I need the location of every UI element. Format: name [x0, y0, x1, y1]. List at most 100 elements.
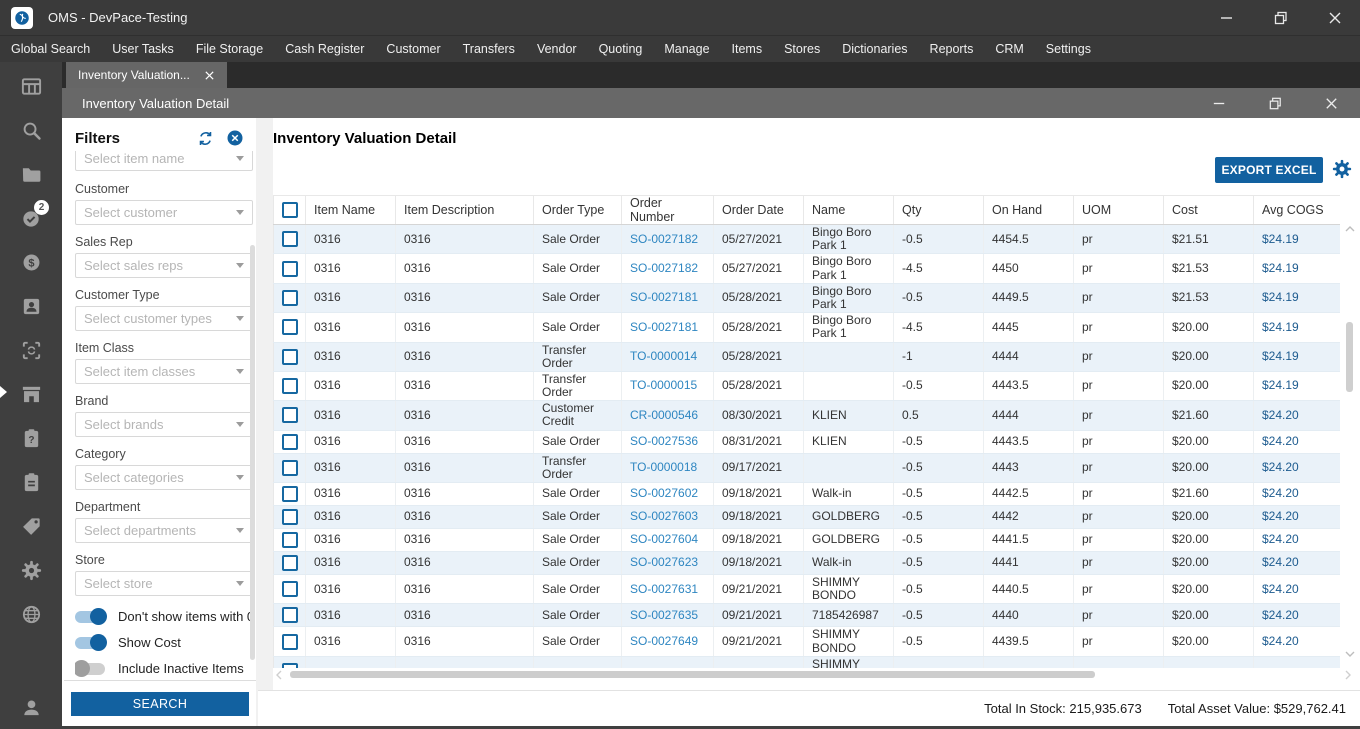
tag-icon[interactable] [9, 504, 53, 548]
dropdown-select-item-name[interactable]: Select item name [75, 151, 253, 171]
mdi-close-icon[interactable] [1322, 94, 1340, 112]
dropdown-select-store[interactable]: Select store [75, 571, 253, 596]
row-checkbox[interactable] [282, 319, 298, 335]
order-number-link[interactable]: SO-0027604 [630, 532, 698, 546]
row-checkbox[interactable] [282, 378, 298, 394]
search-icon[interactable] [9, 108, 53, 152]
order-number-link[interactable]: SO-0027649 [630, 634, 698, 648]
order-number-link[interactable]: TO-0000018 [630, 460, 697, 474]
tab-inventory-valuation[interactable]: Inventory Valuation... [66, 62, 227, 88]
menu-reports[interactable]: Reports [919, 42, 985, 56]
order-number-link[interactable]: SO-0027536 [630, 434, 698, 448]
row-checkbox[interactable] [282, 607, 298, 623]
row-checkbox[interactable] [282, 434, 298, 450]
column-header-avg-cogs[interactable]: Avg COGS [1254, 196, 1341, 225]
column-header-order-number[interactable]: Order Number [622, 196, 714, 225]
mdi-minimize-icon[interactable] [1210, 94, 1228, 112]
order-number-link[interactable]: TO-0000015 [630, 378, 697, 392]
order-number-link[interactable]: SO-0027623 [630, 555, 698, 569]
column-header-item-description[interactable]: Item Description [396, 196, 534, 225]
menu-settings[interactable]: Settings [1035, 42, 1102, 56]
close-icon[interactable] [1326, 9, 1344, 27]
menu-dictionaries[interactable]: Dictionaries [831, 42, 918, 56]
dollar-icon[interactable]: $ [9, 240, 53, 284]
order-number-link[interactable]: SO-0027603 [630, 509, 698, 523]
dropdown-select-sales-reps[interactable]: Select sales reps [75, 253, 253, 278]
dropdown-select-customer[interactable]: Select customer [75, 200, 253, 225]
scroll-right-icon[interactable] [1344, 670, 1352, 683]
dropdown-select-customer-types[interactable]: Select customer types [75, 306, 253, 331]
menu-items[interactable]: Items [721, 42, 774, 56]
menu-cash-register[interactable]: Cash Register [274, 42, 375, 56]
dropdown-select-categories[interactable]: Select categories [75, 465, 253, 490]
dashboard-icon[interactable] [9, 64, 53, 108]
menu-transfers[interactable]: Transfers [452, 42, 526, 56]
dropdown-select-brands[interactable]: Select brands [75, 412, 253, 437]
row-checkbox[interactable] [282, 349, 298, 365]
menu-file-storage[interactable]: File Storage [185, 42, 274, 56]
menu-quoting[interactable]: Quoting [588, 42, 654, 56]
mdi-restore-icon[interactable] [1266, 94, 1284, 112]
filters-scrollbar[interactable] [250, 245, 255, 660]
vertical-scrollbar[interactable] [1344, 225, 1356, 661]
menu-global-search[interactable]: Global Search [0, 42, 101, 56]
column-header-cost[interactable]: Cost [1164, 196, 1254, 225]
clipboard-list-icon[interactable] [9, 460, 53, 504]
order-number-link[interactable]: SO-0027182 [630, 261, 698, 275]
order-number-link[interactable]: CR-0000546 [630, 408, 698, 422]
tasks-check-icon[interactable]: 2 [9, 196, 53, 240]
menu-crm[interactable]: CRM [984, 42, 1034, 56]
row-checkbox[interactable] [282, 555, 298, 571]
order-number-link[interactable]: SO-0027635 [630, 608, 698, 622]
order-number-link[interactable]: SO-0027602 [630, 486, 698, 500]
row-checkbox[interactable] [282, 460, 298, 476]
menu-user-tasks[interactable]: User Tasks [101, 42, 185, 56]
select-all-checkbox[interactable] [282, 202, 298, 218]
order-number-link[interactable]: SO-0027181 [630, 290, 698, 304]
order-number-link[interactable]: SO-0027181 [630, 320, 698, 334]
menu-manage[interactable]: Manage [653, 42, 720, 56]
order-number-link[interactable]: SO-0027631 [630, 582, 698, 596]
filters-close-icon[interactable] [226, 129, 244, 147]
menu-vendor[interactable]: Vendor [526, 42, 588, 56]
column-header-order-date[interactable]: Order Date [714, 196, 804, 225]
toggle-show-cost[interactable] [75, 637, 105, 649]
clipboard-question-icon[interactable]: ? [9, 416, 53, 460]
row-checkbox[interactable] [282, 261, 298, 277]
column-header-name[interactable]: Name [804, 196, 894, 225]
storefront-icon[interactable] [9, 372, 53, 416]
row-checkbox[interactable] [282, 231, 298, 247]
order-number-link[interactable]: TO-0000014 [630, 349, 697, 363]
menu-customer[interactable]: Customer [375, 42, 451, 56]
toggle-include-inactive-items[interactable] [75, 663, 105, 675]
column-header-item-name[interactable]: Item Name [306, 196, 396, 225]
table-settings-gear-icon[interactable] [1331, 158, 1353, 180]
row-checkbox[interactable] [282, 532, 298, 548]
row-checkbox[interactable] [282, 486, 298, 502]
scan-frame-icon[interactable] [9, 328, 53, 372]
horizontal-scrollbar-thumb[interactable] [290, 671, 1095, 678]
row-checkbox[interactable] [282, 407, 298, 423]
search-button[interactable]: SEARCH [71, 692, 249, 716]
dropdown-select-departments[interactable]: Select departments [75, 518, 253, 543]
scroll-down-icon[interactable] [1345, 650, 1355, 661]
restore-icon[interactable] [1272, 9, 1290, 27]
contact-card-icon[interactable] [9, 284, 53, 328]
export-excel-button[interactable]: EXPORT EXCEL [1215, 157, 1323, 183]
dropdown-select-item-classes[interactable]: Select item classes [75, 359, 253, 384]
order-number-link[interactable]: SO-0027182 [630, 232, 698, 246]
column-header-uom[interactable]: UOM [1074, 196, 1164, 225]
row-checkbox[interactable] [282, 290, 298, 306]
refresh-icon[interactable] [197, 130, 214, 147]
toggle-don-t-show-items-with-0-qt[interactable] [75, 611, 105, 623]
menu-stores[interactable]: Stores [773, 42, 831, 56]
panel-expand-handle[interactable] [0, 386, 7, 398]
horizontal-scrollbar[interactable] [273, 668, 1354, 681]
row-checkbox[interactable] [282, 581, 298, 597]
row-checkbox[interactable] [282, 509, 298, 525]
vertical-scrollbar-thumb[interactable] [1346, 322, 1353, 392]
globe-icon[interactable] [9, 592, 53, 636]
row-checkbox[interactable] [282, 634, 298, 650]
user-icon[interactable] [9, 685, 53, 729]
column-header-order-type[interactable]: Order Type [534, 196, 622, 225]
